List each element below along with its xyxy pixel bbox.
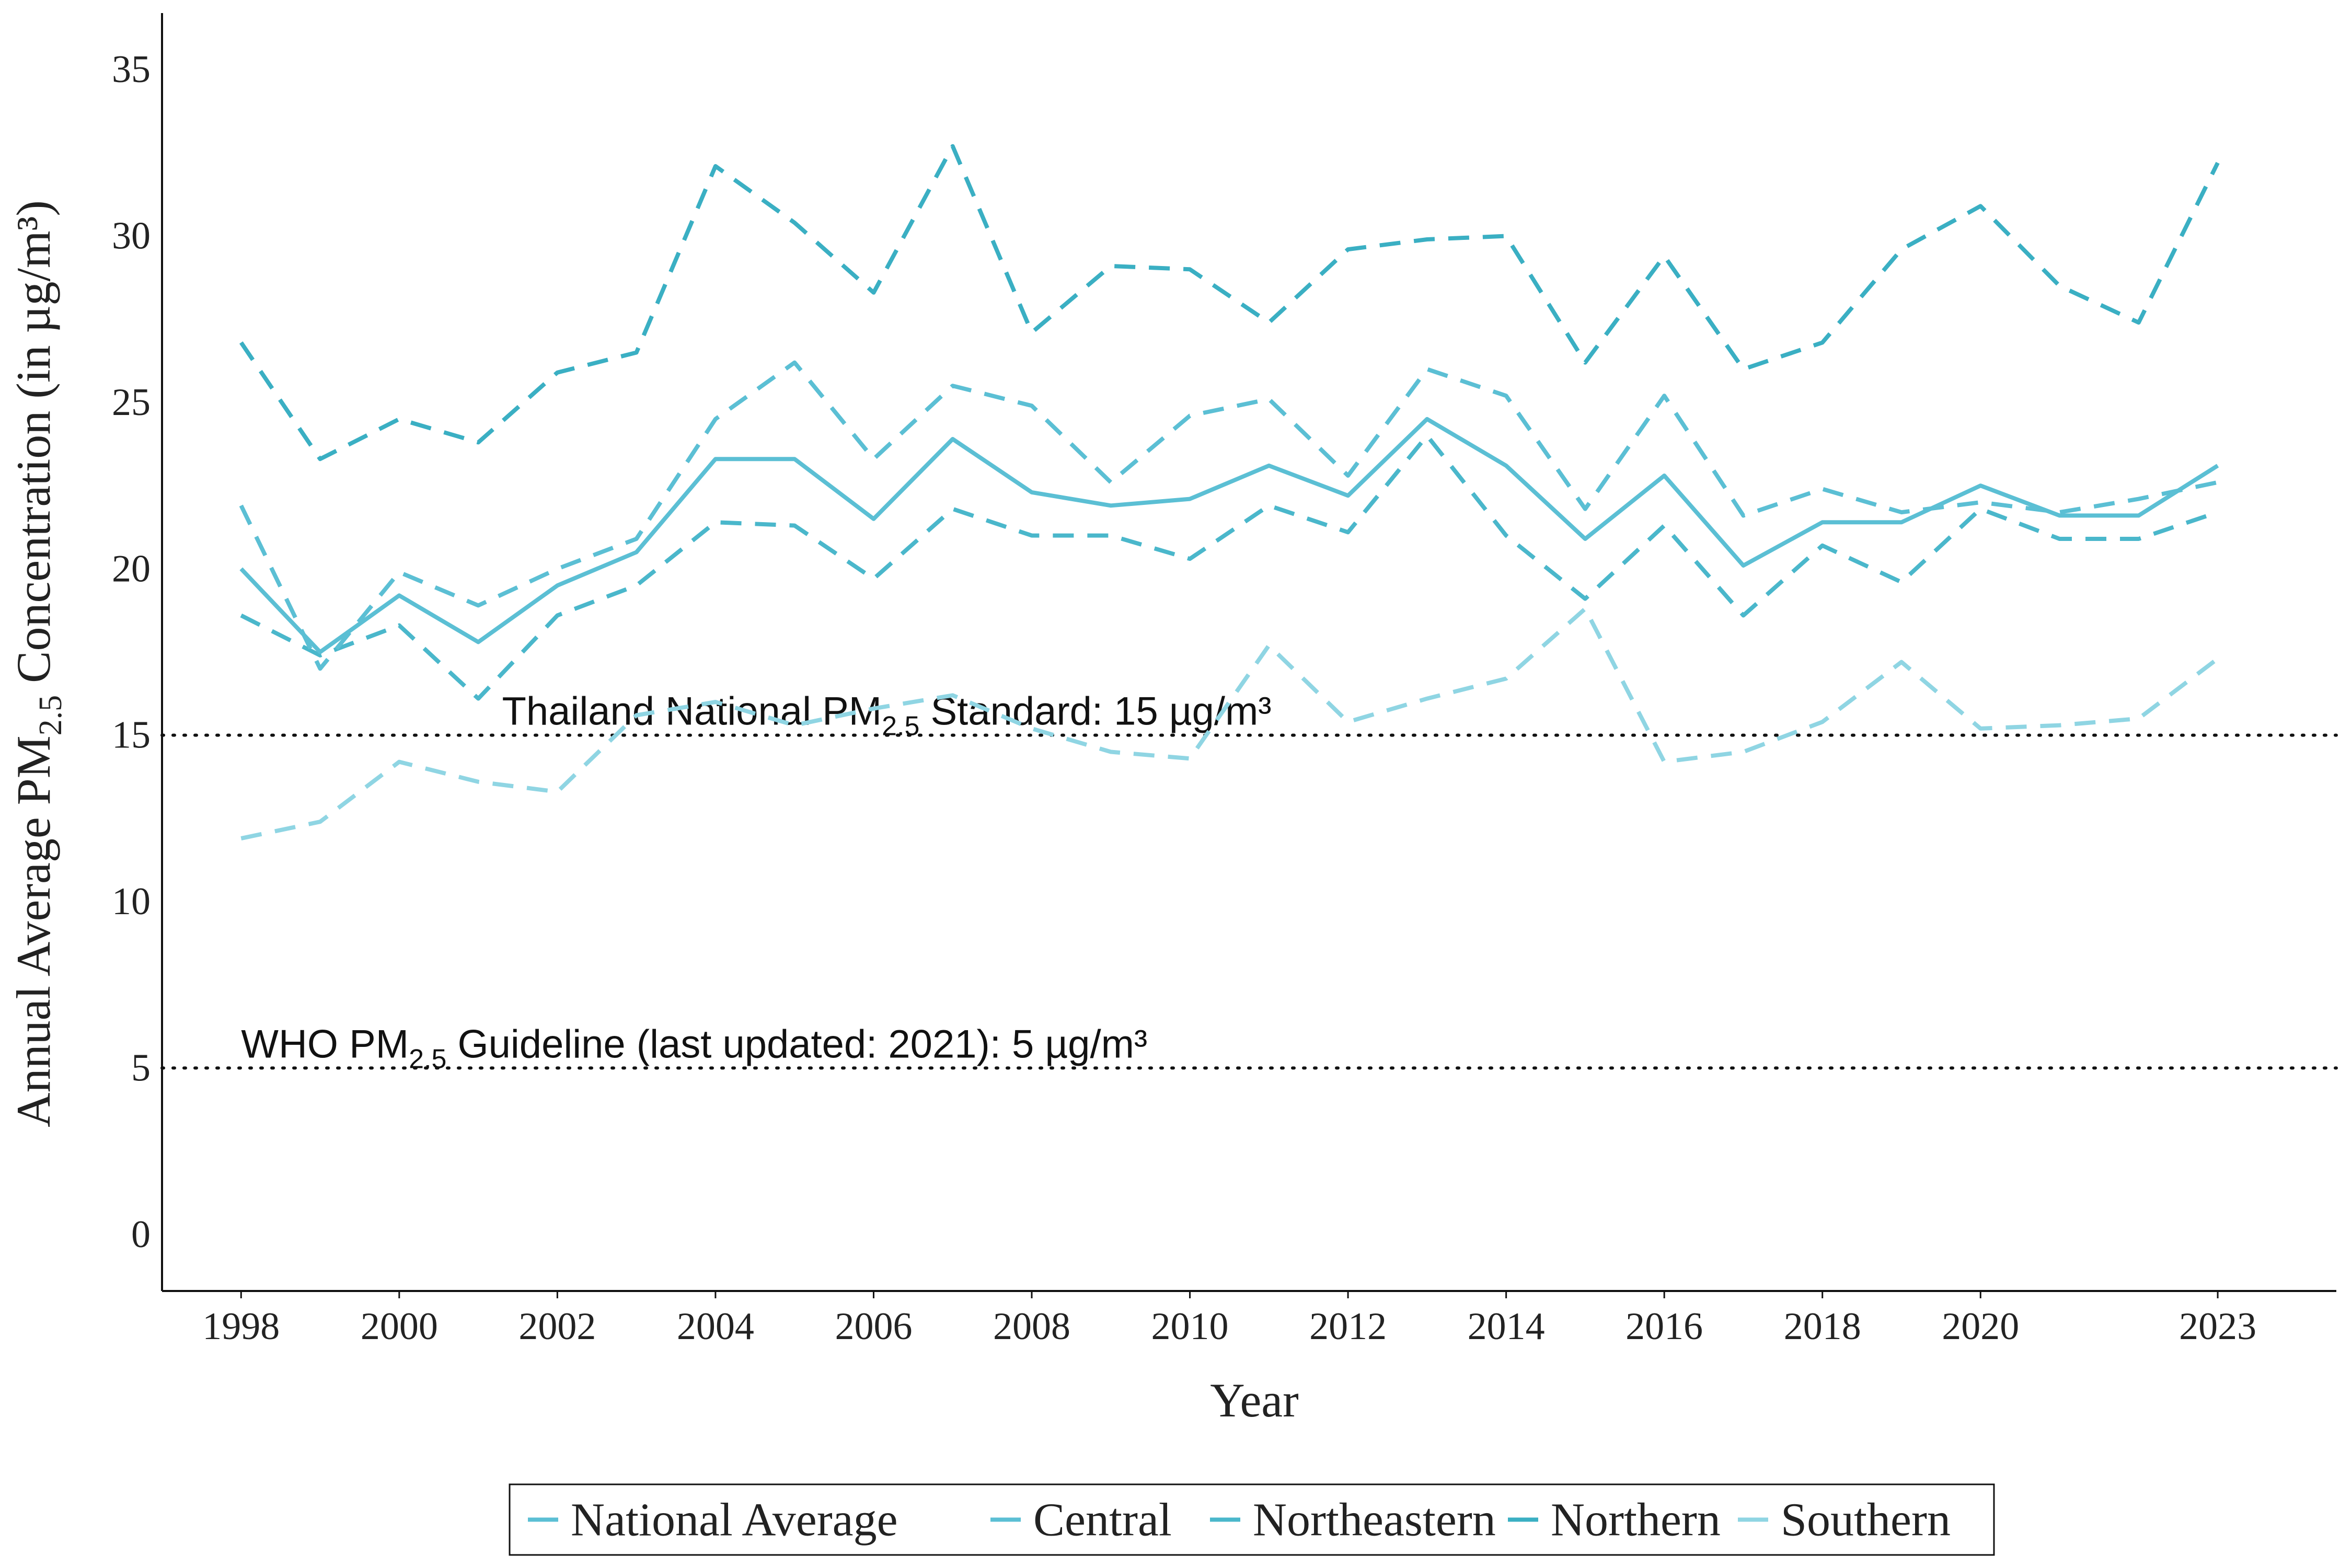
x-tick-label: 2008 [993,1305,1070,1348]
legend-label: Northeastern [1253,1494,1496,1546]
y-axis-label-main: Annual Average PM [7,735,60,1127]
legend-item: Southern [1738,1494,1951,1546]
reference-label-main: WHO PM [241,1022,409,1066]
y-tick-label: 5 [131,1046,151,1089]
x-tick-label: 2012 [1309,1305,1387,1348]
legend-label: Southern [1781,1494,1951,1546]
x-tick-label: 2018 [1784,1305,1861,1348]
x-tick-label: 2000 [361,1305,438,1348]
reference-label-subscript: 2.5 [409,1044,446,1074]
legend-item: Northeastern [1210,1494,1496,1546]
y-tick-label: 35 [112,48,151,91]
reference-line-label: Thailand National PM2.5 Standard: 15 µg/… [502,689,1271,742]
legend-label: Northern [1551,1494,1721,1546]
x-tick-label: 1998 [202,1305,280,1348]
y-axis-ticks: 0 5 10 15 20 25 30 35 [112,48,151,1256]
y-tick-label: 0 [131,1213,151,1256]
y-tick-label: 20 [112,547,151,590]
x-tick-label: 2006 [835,1305,912,1348]
x-tick-label: 2004 [677,1305,754,1348]
legend: National Average Central Northeastern North… [509,1483,1995,1556]
series-lines [239,144,2220,841]
reference-label-main: Thailand National PM [502,689,882,734]
legend-label: National Average [571,1494,898,1546]
x-tick-label: 2023 [2179,1305,2256,1348]
y-tick-label: 10 [112,880,151,923]
y-axis-label-rest: Concentration (in µg/m³) [7,200,60,695]
series-line-national-average [239,417,2219,654]
reference-label-subscript: 2.5 [882,711,919,742]
legend-item: Northern [1508,1494,1721,1546]
reference-lines: Thailand National PM2.5 Standard: 15 µg/… [160,689,2338,1074]
legend-item: National Average [528,1494,898,1546]
y-axis-label: Annual Average PM2.5 Concentration (in µ… [7,200,68,1127]
legend-item: Central [990,1494,1172,1546]
series-line-central [239,360,2218,671]
x-axis-ticks: 1998 2000 2002 2004 2006 2008 2010 2012 2014 2016… [202,1291,2256,1348]
x-tick-label: 2014 [1468,1305,1545,1348]
x-axis-label: Year [1210,1374,1299,1427]
reference-line-label: WHO PM2.5 Guideline (last updated: 2021)… [241,1022,1147,1074]
series-line-northern [239,144,2220,462]
x-tick-label: 2020 [1942,1305,2019,1348]
x-tick-label: 2016 [1625,1305,1703,1348]
legend-box [509,1483,1995,1556]
series-line-southern [240,606,2219,841]
y-tick-label: 25 [112,381,151,424]
reference-label-rest: Standard: 15 µg/m³ [919,689,1271,734]
reference-label-rest: Guideline (last updated: 2021): 5 µg/m³ [446,1022,1147,1066]
x-tick-label: 2002 [518,1305,596,1348]
y-tick-label: 30 [112,215,151,258]
x-tick-label: 2010 [1151,1305,1229,1348]
y-tick-label: 15 [112,714,151,757]
y-axis-label-subscript: 2.5 [33,695,68,736]
series-line-northeastern [240,433,2219,701]
legend-label: Central [1033,1494,1172,1546]
axes [161,13,2336,1292]
